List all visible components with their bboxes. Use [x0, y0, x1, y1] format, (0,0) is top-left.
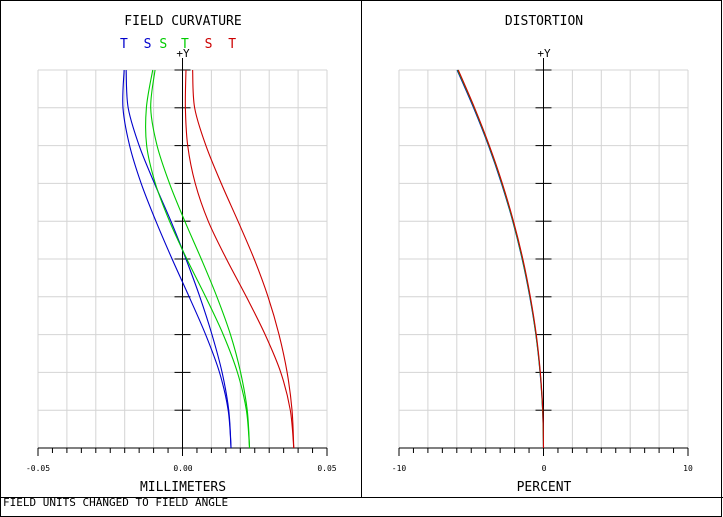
series-curve — [192, 69, 295, 449]
legend-item: S — [144, 37, 152, 52]
series-curve — [125, 69, 232, 449]
x-tick-label: -10 — [392, 464, 407, 473]
x-tick-label: 10 — [683, 464, 693, 473]
field-curvature-title: FIELD CURVATURE — [124, 14, 241, 29]
legend: T S S T S T — [120, 37, 236, 52]
x-axis-label-left: MILLIMETERS — [140, 480, 226, 495]
legend-item: S — [159, 37, 167, 52]
series-curve — [457, 69, 545, 449]
x-tick-label: 0.05 — [317, 464, 336, 473]
legend-item: T — [228, 37, 236, 52]
series-curve — [150, 69, 251, 449]
series-curve — [122, 69, 232, 449]
axis-marker-left: +Y — [176, 47, 190, 60]
x-axis-label-right: PERCENT — [517, 480, 572, 495]
series-curve — [145, 69, 251, 449]
x-tick-label: -0.05 — [26, 464, 50, 473]
x-tick-label: 0.00 — [173, 464, 192, 473]
axes-left — [37, 58, 328, 456]
legend-item: T — [181, 37, 189, 52]
series-curve — [184, 69, 295, 449]
legend-item: T — [120, 37, 128, 52]
axes-right — [398, 58, 689, 456]
curves-left — [122, 69, 295, 449]
axis-marker-right: +Y — [537, 47, 551, 60]
distortion-title: DISTORTION — [505, 14, 583, 29]
legend-item: S — [205, 37, 213, 52]
x-tick-label: 0 — [542, 464, 547, 473]
footer-note: FIELD UNITS CHANGED TO FIELD ANGLE — [3, 496, 228, 509]
curves-right — [456, 69, 545, 449]
